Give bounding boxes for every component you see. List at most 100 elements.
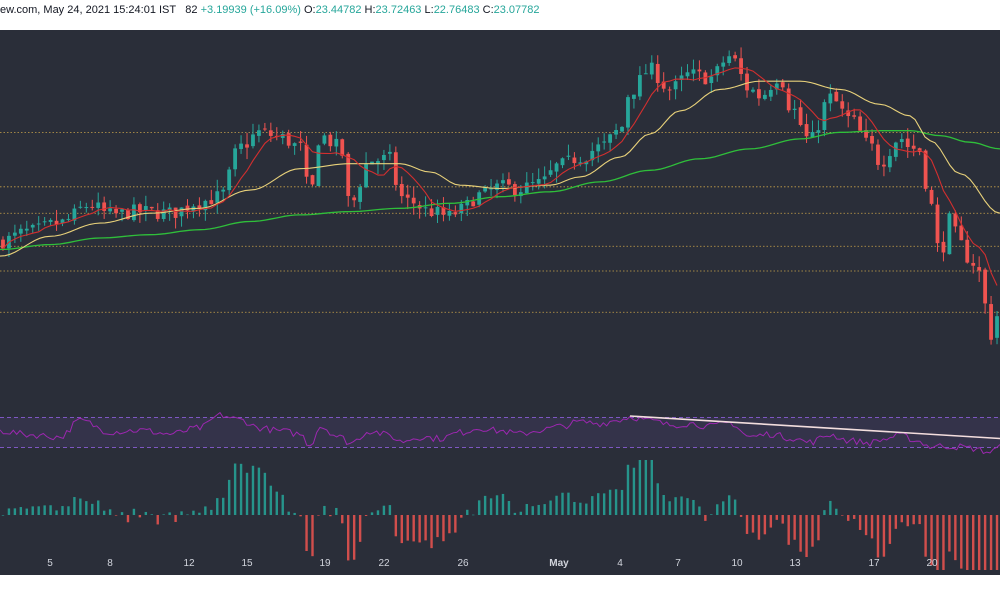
hist-bar-110 — [650, 460, 653, 515]
hist-bar-149 — [882, 515, 886, 557]
candle-139 — [822, 99, 827, 137]
hist-bar-33 — [192, 510, 195, 515]
hist-bar-97 — [573, 501, 576, 515]
candle-142 — [840, 94, 845, 117]
candle-151 — [893, 141, 898, 162]
candle-85 — [501, 173, 505, 193]
candle-123 — [727, 50, 732, 66]
change-value: +3.19939 (+16.09%) — [200, 4, 301, 16]
candle-101 — [596, 137, 601, 163]
hist-bar-11 — [61, 506, 64, 515]
candle-157 — [929, 186, 934, 206]
hist-bar-144 — [852, 515, 856, 519]
hist-bar-160 — [948, 515, 951, 552]
hist-bar-59 — [347, 515, 350, 561]
candle-9 — [48, 218, 53, 226]
candle-45 — [262, 122, 267, 132]
candle-14 — [78, 200, 83, 209]
candle-133 — [786, 83, 791, 113]
candle-5 — [24, 220, 29, 236]
hist-bar-31 — [180, 511, 183, 515]
hist-bar-56 — [329, 515, 332, 517]
hist-bar-114 — [674, 497, 677, 515]
hist-bar-168 — [995, 515, 999, 570]
hist-bar-62 — [364, 515, 368, 516]
candle-54 — [316, 144, 321, 187]
x-tick-label-3: 12 — [183, 558, 195, 569]
hist-bar-13 — [73, 497, 76, 515]
candle-94 — [554, 161, 559, 183]
hist-bar-3 — [13, 508, 17, 515]
candle-76 — [447, 203, 452, 221]
hist-bar-28 — [162, 514, 165, 516]
hist-bar-106 — [626, 464, 630, 515]
candle-134 — [792, 100, 797, 120]
candle-137 — [810, 120, 815, 138]
x-tick-label-7: 26 — [457, 558, 469, 569]
candle-53 — [310, 174, 315, 187]
candle-83 — [489, 178, 493, 196]
hist-bar-14 — [79, 498, 82, 515]
hist-bar-23 — [132, 508, 136, 515]
hist-bar-68 — [400, 515, 403, 544]
candle-135 — [798, 99, 803, 127]
time-axis: 581215192226May471013172024 — [47, 558, 938, 569]
candle-50 — [292, 142, 297, 155]
candle-43 — [251, 123, 255, 149]
momentum-histogram — [1, 460, 999, 570]
candle-86 — [507, 172, 511, 186]
candle-65 — [382, 149, 386, 170]
l-label: L: — [424, 4, 434, 16]
hist-bar-120 — [710, 514, 713, 515]
candle-72 — [423, 196, 428, 217]
candle-57 — [334, 131, 339, 156]
chart-area[interactable]: 581215192226May471013172024 — [0, 30, 1000, 575]
candle-149 — [882, 155, 886, 177]
hist-bar-113 — [668, 501, 671, 515]
hist-bar-53 — [311, 515, 314, 557]
o-value: 23.44782 — [315, 4, 362, 16]
hist-bar-29 — [168, 512, 171, 515]
candle-90 — [530, 172, 535, 191]
hist-bar-105 — [620, 489, 624, 515]
hist-bar-123 — [727, 495, 731, 515]
hist-bar-78 — [460, 515, 463, 518]
rsi-panel — [0, 411, 1000, 455]
candle-124 — [733, 51, 738, 62]
c-value: 23.07782 — [493, 4, 540, 16]
candle-129 — [762, 90, 767, 101]
candle-105 — [620, 126, 624, 133]
candle-102 — [602, 133, 607, 150]
rsi-trendline — [629, 415, 1000, 440]
h-label: H: — [364, 4, 376, 16]
hist-bar-75 — [442, 515, 445, 542]
hist-bar-2 — [7, 508, 11, 515]
x-tick-label-11: 10 — [731, 558, 743, 569]
candle-7 — [36, 216, 41, 231]
candle-158 — [935, 197, 940, 252]
footer-bar — [0, 575, 1000, 600]
candle-153 — [905, 128, 910, 158]
hist-bar-95 — [561, 492, 564, 515]
candle-148 — [876, 139, 880, 170]
x-tick-label-13: 17 — [868, 558, 880, 569]
x-tick-label-8: May — [549, 558, 569, 569]
candle-11 — [60, 218, 65, 227]
hist-bar-6 — [31, 506, 34, 515]
candle-66 — [387, 144, 392, 161]
hist-bar-46 — [269, 485, 273, 515]
hist-bar-116 — [686, 498, 689, 515]
candle-36 — [209, 189, 214, 205]
candle-160 — [947, 211, 952, 255]
candle-70 — [411, 186, 416, 215]
candle-126 — [745, 66, 749, 98]
hist-bar-38 — [222, 497, 225, 515]
hist-bar-141 — [835, 508, 838, 515]
candle-52 — [304, 135, 309, 184]
hist-bar-131 — [775, 515, 778, 520]
hist-bar-77 — [454, 515, 457, 533]
hist-bar-10 — [55, 510, 58, 515]
ma-mid-line — [0, 80, 1000, 257]
hist-bar-24 — [138, 515, 142, 518]
candle-117 — [691, 59, 696, 82]
